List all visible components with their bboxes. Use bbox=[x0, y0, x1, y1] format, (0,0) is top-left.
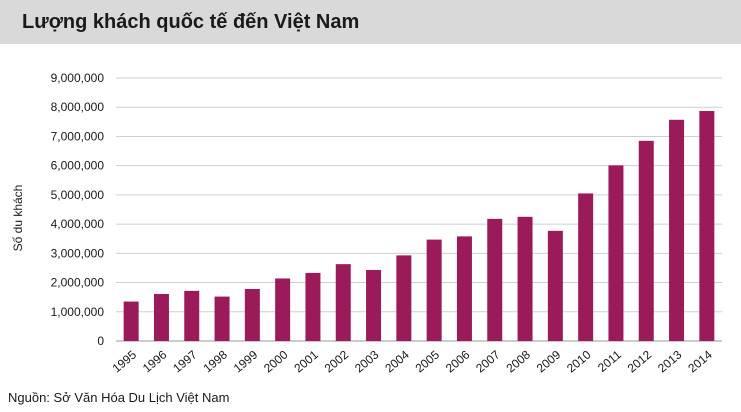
x-tick-label: 2012 bbox=[625, 347, 655, 375]
bar-2014 bbox=[699, 111, 715, 341]
y-tick-labels: 0 1,000,000 2,000,000 3,000,000 4,000,000 5,0… bbox=[51, 71, 105, 348]
y-tick-label: 9,000,000 bbox=[51, 71, 105, 85]
x-tick-label: 2005 bbox=[413, 347, 443, 375]
y-tick-label: 7,000,000 bbox=[51, 129, 105, 143]
bar-2010 bbox=[578, 193, 594, 341]
y-tick-label: 1,000,000 bbox=[51, 305, 105, 319]
y-tick-label: 6,000,000 bbox=[51, 159, 105, 173]
x-tick-label: 2014 bbox=[685, 347, 715, 375]
x-tick-label: 2008 bbox=[504, 347, 534, 375]
bar-1998 bbox=[214, 296, 230, 341]
bars bbox=[123, 111, 715, 341]
y-tick-label: 8,000,000 bbox=[51, 100, 105, 114]
title-bar bbox=[0, 0, 741, 44]
bar-2013 bbox=[669, 119, 685, 341]
x-tick-label: 2009 bbox=[534, 347, 564, 375]
bar-2011 bbox=[608, 165, 624, 341]
source-note: Nguồn: Sở Văn Hóa Du Lịch Việt Nam bbox=[8, 390, 230, 405]
x-tick-label: 2004 bbox=[382, 347, 412, 375]
y-tick-label: 0 bbox=[97, 334, 104, 348]
bar-1995 bbox=[123, 301, 139, 341]
bar-1997 bbox=[184, 290, 200, 341]
bar-2006 bbox=[456, 236, 472, 341]
x-tick-label: 1997 bbox=[170, 347, 200, 375]
y-tick-label: 4,000,000 bbox=[51, 217, 105, 231]
x-tick-label: 2013 bbox=[655, 347, 685, 375]
bar-1996 bbox=[153, 293, 169, 341]
y-tick-label: 3,000,000 bbox=[51, 246, 105, 260]
bar-1999 bbox=[244, 288, 260, 341]
x-tick-labels: 1995 1996 1997 1998 1999 2000 2001 2002 2003 2004… bbox=[110, 347, 715, 375]
y-axis-label: Số du khách bbox=[11, 185, 25, 252]
x-tick-label: 2010 bbox=[564, 347, 594, 375]
bar-2009 bbox=[547, 230, 563, 341]
gridlines bbox=[116, 77, 722, 342]
bar-2008 bbox=[517, 216, 533, 341]
bar-2001 bbox=[305, 272, 321, 341]
x-tick-label: 1996 bbox=[140, 347, 170, 375]
chart-title: Lượng khách quốc tế đến Việt Nam bbox=[22, 11, 360, 33]
y-tick-label: 5,000,000 bbox=[51, 188, 105, 202]
bar-2003 bbox=[366, 269, 382, 341]
bar-2002 bbox=[335, 264, 351, 341]
x-tick-label: 2011 bbox=[595, 347, 624, 375]
y-tick-label: 2,000,000 bbox=[51, 276, 105, 290]
x-tick-label: 2002 bbox=[322, 347, 352, 375]
x-tick-label: 1998 bbox=[201, 347, 231, 375]
x-tick-label: 2003 bbox=[352, 347, 382, 375]
bar-2004 bbox=[396, 255, 412, 341]
x-tick-label: 2007 bbox=[473, 347, 503, 375]
x-tick-label: 2000 bbox=[261, 347, 291, 375]
x-tick-label: 1999 bbox=[231, 347, 261, 375]
bar-2005 bbox=[426, 239, 442, 341]
bar-2000 bbox=[275, 278, 291, 341]
x-tick-label: 1995 bbox=[110, 347, 140, 375]
x-tick-label: 2006 bbox=[443, 347, 473, 375]
bar-2012 bbox=[638, 140, 654, 341]
bar-2007 bbox=[487, 218, 503, 341]
x-tick-label: 2001 bbox=[291, 347, 321, 375]
